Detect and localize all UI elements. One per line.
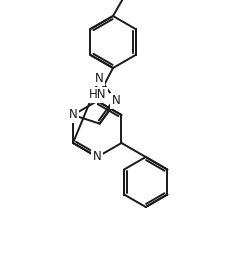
Text: N: N xyxy=(69,108,77,121)
Text: N: N xyxy=(93,151,102,164)
Text: N: N xyxy=(112,95,121,108)
Text: N: N xyxy=(95,72,104,85)
Text: HN: HN xyxy=(89,89,107,101)
